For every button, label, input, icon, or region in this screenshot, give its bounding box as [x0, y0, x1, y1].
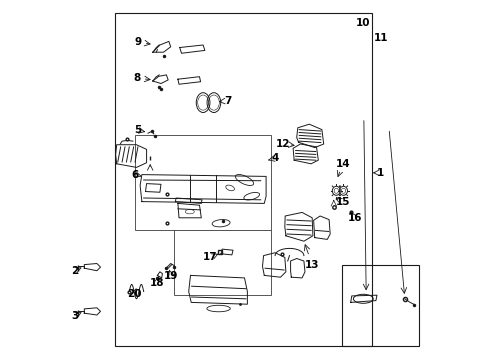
Bar: [115, 13, 371, 346]
Text: 6: 6: [132, 170, 139, 180]
Text: 7: 7: [224, 96, 231, 106]
Text: 5: 5: [134, 125, 142, 135]
Text: 12: 12: [276, 139, 290, 149]
Text: 9: 9: [135, 37, 142, 47]
Bar: [134, 135, 271, 230]
Text: 8: 8: [133, 73, 140, 83]
Text: 20: 20: [126, 289, 141, 300]
Text: 4: 4: [271, 153, 278, 163]
Text: 3: 3: [71, 311, 78, 321]
Text: 13: 13: [305, 260, 319, 270]
Text: 11: 11: [372, 33, 387, 43]
Text: 16: 16: [347, 213, 362, 223]
Text: 14: 14: [335, 159, 349, 169]
Text: 19: 19: [164, 271, 178, 281]
Text: 10: 10: [355, 18, 369, 28]
Text: 2: 2: [71, 266, 78, 276]
Bar: [341, 265, 418, 346]
Text: 1: 1: [376, 168, 384, 178]
Text: 17: 17: [203, 252, 217, 262]
Bar: [174, 230, 271, 295]
Text: 15: 15: [335, 197, 349, 207]
Text: 18: 18: [150, 278, 164, 288]
